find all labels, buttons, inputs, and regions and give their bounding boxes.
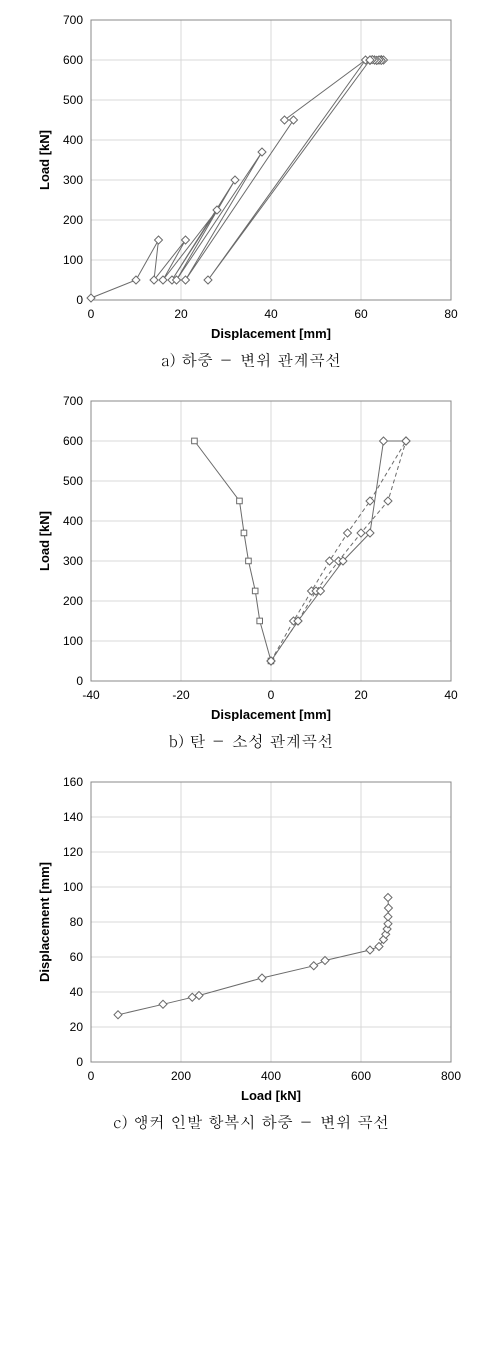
svg-text:600: 600 (351, 1069, 371, 1083)
svg-text:20: 20 (174, 307, 188, 321)
chart-a-caption: a) 하중 － 변위 관계곡선 (10, 348, 492, 371)
svg-text:700: 700 (63, 394, 83, 408)
svg-text:0: 0 (88, 1069, 95, 1083)
chart-c-caption: c) 앵커 인발 항복시 하중 － 변위 곡선 (10, 1110, 492, 1133)
grid: 0 20 40 60 80 100 120 140 160 0 200 400 600 800 (63, 775, 461, 1083)
svg-text:400: 400 (63, 514, 83, 528)
series-1 (267, 437, 410, 665)
series-0 (114, 894, 392, 1019)
svg-text:0: 0 (76, 293, 83, 307)
svg-text:500: 500 (63, 474, 83, 488)
chart-b-caption: b) 탄 － 소성 관계곡선 (10, 729, 492, 752)
ylabel: Displacement [mm] (37, 862, 52, 982)
svg-text:200: 200 (171, 1069, 191, 1083)
svg-text:40: 40 (264, 307, 278, 321)
svg-text:20: 20 (354, 688, 368, 702)
svg-text:-40: -40 (82, 688, 100, 702)
series-2 (267, 437, 410, 665)
svg-text:0: 0 (88, 307, 95, 321)
svg-text:300: 300 (63, 554, 83, 568)
svg-text:400: 400 (63, 133, 83, 147)
xlabel: Displacement [mm] (211, 707, 331, 721)
chart-c-block: 0 20 40 60 80 100 120 140 160 0 200 400 600 800 Load [… (10, 772, 492, 1133)
svg-text:500: 500 (63, 93, 83, 107)
svg-text:0: 0 (76, 1055, 83, 1069)
svg-text:120: 120 (63, 845, 83, 859)
svg-text:-20: -20 (172, 688, 190, 702)
svg-text:80: 80 (70, 915, 84, 929)
svg-text:160: 160 (63, 775, 83, 789)
xlabel: Load [kN] (241, 1088, 301, 1102)
svg-text:60: 60 (354, 307, 368, 321)
svg-text:600: 600 (63, 434, 83, 448)
svg-text:0: 0 (76, 674, 83, 688)
svg-text:100: 100 (63, 880, 83, 894)
chart-a-block: 0 100 200 300 400 500 600 700 0 20 40 60 80 Displacem… (10, 10, 492, 371)
svg-text:80: 80 (444, 307, 458, 321)
ylabel: Load [kN] (37, 130, 52, 190)
grid: 0 100 200 300 400 500 600 700 0 20 40 60 80 (63, 13, 458, 321)
grid: 0 100 200 300 400 500 600 700 -40 -20 0 20 40 (63, 394, 458, 702)
svg-text:200: 200 (63, 213, 83, 227)
svg-text:700: 700 (63, 13, 83, 27)
ylabel: Load [kN] (37, 511, 52, 571)
svg-text:20: 20 (70, 1020, 84, 1034)
series-0 (87, 56, 388, 302)
chart-b: 0 100 200 300 400 500 600 700 -40 -20 0 20 40 Displac… (31, 391, 471, 721)
svg-text:60: 60 (70, 950, 84, 964)
svg-text:800: 800 (441, 1069, 461, 1083)
svg-text:0: 0 (268, 688, 275, 702)
svg-text:300: 300 (63, 173, 83, 187)
series-0 (192, 438, 274, 664)
svg-text:100: 100 (63, 634, 83, 648)
svg-text:40: 40 (444, 688, 458, 702)
xlabel: Displacement [mm] (211, 326, 331, 340)
chart-a: 0 100 200 300 400 500 600 700 0 20 40 60 80 Displacem… (31, 10, 471, 340)
svg-text:40: 40 (70, 985, 84, 999)
chart-b-block: 0 100 200 300 400 500 600 700 -40 -20 0 20 40 Displac… (10, 391, 492, 752)
svg-text:200: 200 (63, 594, 83, 608)
svg-text:100: 100 (63, 253, 83, 267)
svg-text:400: 400 (261, 1069, 281, 1083)
chart-c: 0 20 40 60 80 100 120 140 160 0 200 400 600 800 Load [… (31, 772, 471, 1102)
series-3 (267, 437, 410, 665)
svg-text:140: 140 (63, 810, 83, 824)
svg-text:600: 600 (63, 53, 83, 67)
